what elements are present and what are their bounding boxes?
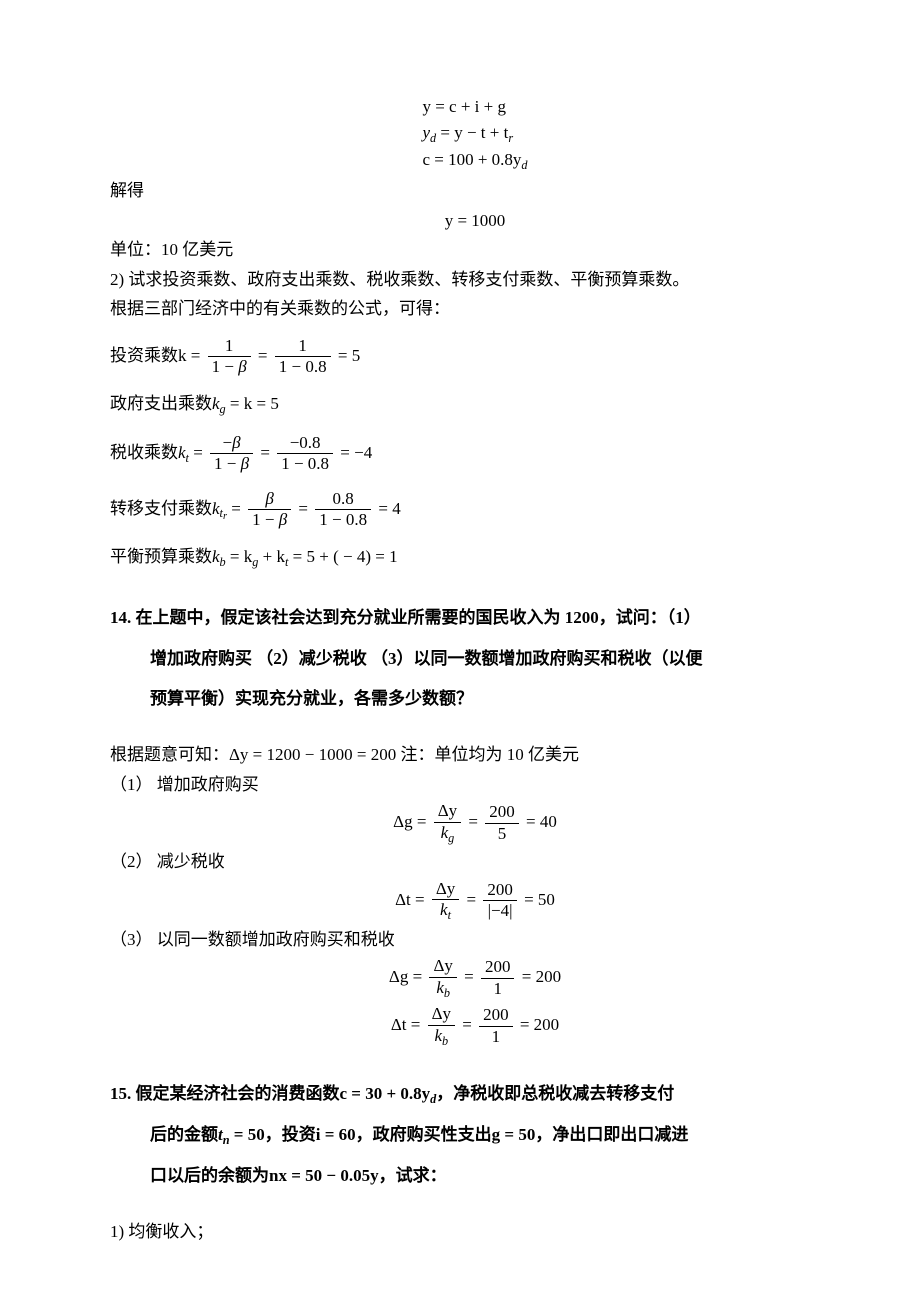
gov-spending-multiplier: 政府支出乘数kg = k = 5 bbox=[110, 391, 840, 418]
balanced-budget-multiplier: 平衡预算乘数kb = kg + kt = 5 + ( − 4) = 1 bbox=[110, 544, 840, 571]
q14-part2-label: （2） 减少税收 bbox=[110, 849, 840, 875]
q13-intro: 根据三部门经济中的有关乘数的公式，可得： bbox=[110, 296, 840, 322]
question-15: 15. 假定某经济社会的消费函数c = 30 + 0.8yd，净税收即总税收减去… bbox=[110, 1074, 840, 1196]
solve-label: 解得 bbox=[110, 178, 840, 204]
q14-part2-eq: Δt = Δykt = 200|−4| = 50 bbox=[110, 879, 840, 923]
y-solved: y = 1000 bbox=[110, 208, 840, 234]
q14-part1-label: （1） 增加政府购买 bbox=[110, 772, 840, 798]
q14-part3-label: （3） 以同一数额增加政府购买和税收 bbox=[110, 927, 840, 953]
q14-part1-eq: Δg = Δykg = 2005 = 40 bbox=[110, 801, 840, 845]
unit-note: 单位：10 亿美元 bbox=[110, 237, 840, 263]
q14-part3a-eq: Δg = Δykb = 2001 = 200 bbox=[110, 956, 840, 1000]
question-14: 14. 在上题中，假定该社会达到充分就业所需要的国民收入为 1200，试问：（1… bbox=[110, 598, 840, 720]
eq-line-1: y = c + i + g bbox=[422, 94, 527, 120]
investment-multiplier: 投资乘数k = 11 − β = 11 − 0.8 = 5 bbox=[110, 336, 840, 378]
eq-line-3: c = 100 + 0.8yd bbox=[422, 147, 527, 174]
q14-part3b-eq: Δt = Δykb = 2001 = 200 bbox=[110, 1004, 840, 1048]
q15-part1: 1) 均衡收入； bbox=[110, 1219, 840, 1245]
transfer-multiplier: 转移支付乘数ktr = β1 − β = 0.81 − 0.8 = 4 bbox=[110, 489, 840, 531]
tax-multiplier: 税收乘数kt = −β1 − β = −0.81 − 0.8 = −4 bbox=[110, 433, 840, 475]
eq-line-2: yd = y − t + tr bbox=[422, 120, 527, 147]
equation-system: y = c + i + g yd = y − t + tr c = 100 + … bbox=[110, 94, 840, 174]
q14-given: 根据题意可知：Δy = 1200 − 1000 = 200 注：单位均为 10 … bbox=[110, 742, 840, 768]
q13-part2: 2) 试求投资乘数、政府支出乘数、税收乘数、转移支付乘数、平衡预算乘数。 bbox=[110, 267, 840, 293]
